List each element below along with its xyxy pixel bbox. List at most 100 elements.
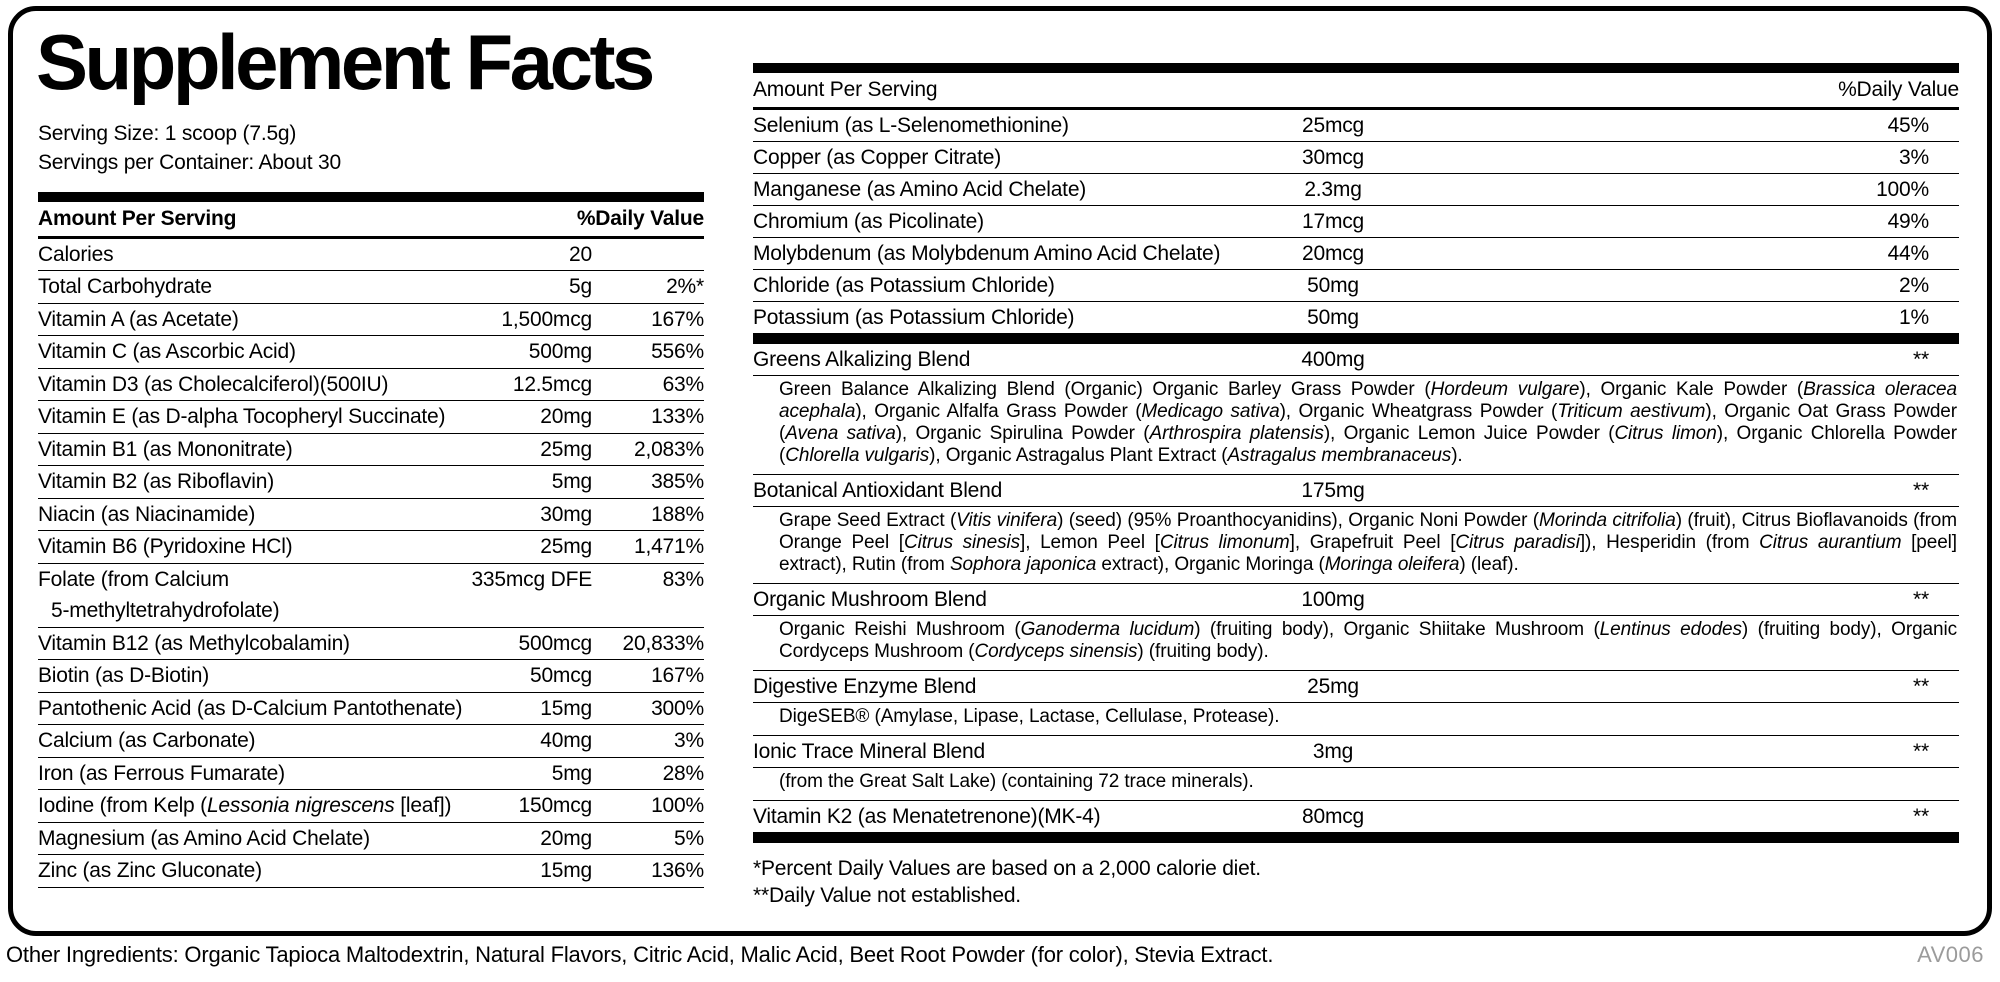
- amount-per-serving-header: Amount Per Serving: [753, 78, 938, 101]
- nutrient-dv: 20,833%: [622, 631, 704, 655]
- table-row: Niacin (as Niacinamide) 30mg 188%: [38, 499, 704, 532]
- blend-row: Greens Alkalizing Blend 400mg **: [753, 344, 1959, 376]
- nutrient-dv: 167%: [651, 664, 704, 688]
- nutrient-dv: 100%: [1876, 178, 1929, 201]
- table-row: Selenium (as L-Selenomethionine) 25mcg 45%: [753, 110, 1959, 142]
- nutrient-dv: 1%: [1899, 306, 1929, 329]
- nutrient-name: Vitamin C (as Ascorbic Acid): [38, 340, 296, 364]
- blend-row: Ionic Trace Mineral Blend 3mg **: [753, 736, 1959, 768]
- nutrient-dv: 3%: [1899, 146, 1929, 169]
- nutrient-amount: 25mg: [1307, 675, 1359, 698]
- nutrient-name: Vitamin D3 (as Cholecalciferol)(500IU): [38, 372, 389, 396]
- table-row: Vitamin B2 (as Riboflavin) 5mg 385%: [38, 466, 704, 499]
- blend-row: Organic Mushroom Blend 100mg **: [753, 584, 1959, 616]
- nutrient-dv: **: [1913, 479, 1929, 502]
- blend-row: Digestive Enzyme Blend 25mg **: [753, 671, 1959, 703]
- nutrient-dv: 49%: [1887, 210, 1930, 233]
- right-nutrient-table: Selenium (as L-Selenomethionine) 25mcg 45%…: [753, 110, 1959, 334]
- label-border-box: Supplement Facts Serving Size: 1 scoop (…: [8, 6, 1992, 936]
- nutrient-dv: 1,471%: [633, 535, 704, 559]
- amount-per-serving-header: Amount Per Serving: [38, 206, 237, 230]
- nutrient-name: Zinc (as Zinc Gluconate): [38, 859, 262, 883]
- left-table-header: Amount Per Serving %Daily Value: [38, 202, 704, 239]
- nutrient-name: Iron (as Ferrous Fumarate): [38, 761, 285, 785]
- nutrient-amount: 50mg: [1307, 306, 1359, 329]
- right-panel: Amount Per Serving %Daily Value Selenium…: [753, 17, 1959, 931]
- other-ingredients: Other Ingredients: Organic Tapioca Malto…: [6, 942, 1274, 967]
- nutrient-amount: 175mg: [1301, 479, 1365, 502]
- table-row: Potassium (as Potassium Chloride) 50mg 1%: [753, 302, 1959, 334]
- nutrient-amount: 500mg: [528, 340, 592, 364]
- nutrient-dv: **: [1913, 740, 1929, 763]
- divider-bar: [753, 334, 1959, 344]
- label-footer: Other Ingredients: Organic Tapioca Malto…: [6, 942, 1984, 968]
- nutrient-dv: 28%: [662, 761, 705, 785]
- table-row: Vitamin B12 (as Methylcobalamin) 500mcg 20…: [38, 628, 704, 661]
- table-row: Pantothenic Acid (as D-Calcium Pantothen…: [38, 693, 704, 726]
- nutrient-dv: 133%: [651, 405, 704, 429]
- table-row: Vitamin A (as Acetate) 1,500mcg 167%: [38, 304, 704, 337]
- page-title: Supplement Facts: [36, 18, 655, 106]
- nutrient-name: Copper (as Copper Citrate): [753, 146, 1002, 169]
- blend-description: Green Balance Alkalizing Blend (Organic)…: [753, 376, 1959, 475]
- nutrient-dv: 44%: [1887, 242, 1930, 265]
- nutrient-name: Molybdenum (as Molybdenum Amino Acid Che…: [753, 242, 1221, 265]
- nutrient-dv: 3%: [674, 729, 704, 753]
- nutrient-name: Selenium (as L-Selenomethionine): [753, 114, 1069, 137]
- nutrient-amount: 80mcg: [1301, 805, 1365, 828]
- nutrient-name: Vitamin E (as D-alpha Tocopheryl Succina…: [38, 405, 446, 429]
- nutrient-amount: 1,500mcg: [501, 307, 592, 331]
- nutrient-dv: 2,083%: [633, 437, 704, 461]
- table-row: Vitamin E (as D-alpha Tocopheryl Succina…: [38, 401, 704, 434]
- blend-description: (from the Great Salt Lake) (containing 7…: [753, 768, 1959, 801]
- nutrient-dv: **: [1913, 805, 1929, 828]
- nutrient-name: Chloride (as Potassium Chloride): [753, 274, 1055, 297]
- nutrient-name: Greens Alkalizing Blend: [753, 348, 971, 371]
- nutrient-amount: 30mcg: [1301, 146, 1365, 169]
- nutrient-amount: 50mg: [1307, 274, 1359, 297]
- product-code: AV006: [1917, 942, 1984, 967]
- nutrient-amount: 20mcg: [1301, 242, 1365, 265]
- nutrient-amount: 400mg: [1301, 348, 1365, 371]
- serving-size: Serving Size: 1 scoop (7.5g): [38, 121, 297, 145]
- nutrient-name: Botanical Antioxidant Blend: [753, 479, 1003, 502]
- table-row: Zinc (as Zinc Gluconate) 15mg 136%: [38, 855, 704, 888]
- nutrient-amount: 5g: [569, 275, 592, 299]
- nutrient-amount: 15mg: [540, 859, 592, 883]
- table-row: Total Carbohydrate 5g 2%*: [38, 271, 704, 304]
- nutrient-name: Calories: [38, 242, 114, 266]
- blends-section: Greens Alkalizing Blend 400mg ** Green Bala…: [753, 344, 1959, 833]
- nutrient-dv: **: [1913, 348, 1929, 371]
- nutrient-amount: 5mg: [551, 470, 592, 494]
- nutrient-name: Magnesium (as Amino Acid Chelate): [38, 826, 370, 850]
- nutrient-dv: 63%: [662, 372, 705, 396]
- nutrient-name: Ionic Trace Mineral Blend: [753, 740, 985, 763]
- table-row: Magnesium (as Amino Acid Chelate) 20mg 5%: [38, 823, 704, 856]
- nutrient-amount: 25mg: [540, 535, 592, 559]
- nutrient-amount: 15mg: [540, 696, 592, 720]
- table-row: Folate (from Calcium 5-methyltetrahydrofo…: [38, 564, 704, 628]
- nutrient-dv: 83%: [662, 567, 705, 591]
- blend-row: Botanical Antioxidant Blend 175mg **: [753, 475, 1959, 507]
- nutrient-dv: 167%: [651, 307, 704, 331]
- nutrient-name: Niacin (as Niacinamide): [38, 502, 256, 526]
- table-row: Vitamin B1 (as Mononitrate) 25mg 2,083%: [38, 434, 704, 467]
- nutrient-name: Pantothenic Acid (as D-Calcium Pantothen…: [38, 696, 463, 720]
- footnote-not-established: **Daily Value not established.: [753, 884, 1021, 907]
- nutrient-dv: 100%: [651, 794, 704, 818]
- nutrient-amount: 100mg: [1301, 588, 1365, 611]
- nutrient-dv: 2%*: [666, 275, 704, 299]
- table-row: Copper (as Copper Citrate) 30mcg 3%: [753, 142, 1959, 174]
- nutrient-name: Biotin (as D-Biotin): [38, 664, 210, 688]
- nutrient-name: Organic Mushroom Blend: [753, 588, 987, 611]
- nutrient-amount: 20mg: [540, 826, 592, 850]
- nutrient-amount: 50mcg: [529, 664, 592, 688]
- table-row: Iodine (from Kelp (Lessonia nigrescens […: [38, 790, 704, 823]
- table-row: Calcium (as Carbonate) 40mg 3%: [38, 725, 704, 758]
- nutrient-name: Vitamin A (as Acetate): [38, 307, 239, 331]
- nutrient-amount: 25mg: [540, 437, 592, 461]
- table-row: Vitamin C (as Ascorbic Acid) 500mg 556%: [38, 336, 704, 369]
- footnotes: *Percent Daily Values are based on a 2,0…: [753, 855, 1959, 909]
- nutrient-amount: 30mg: [540, 502, 592, 526]
